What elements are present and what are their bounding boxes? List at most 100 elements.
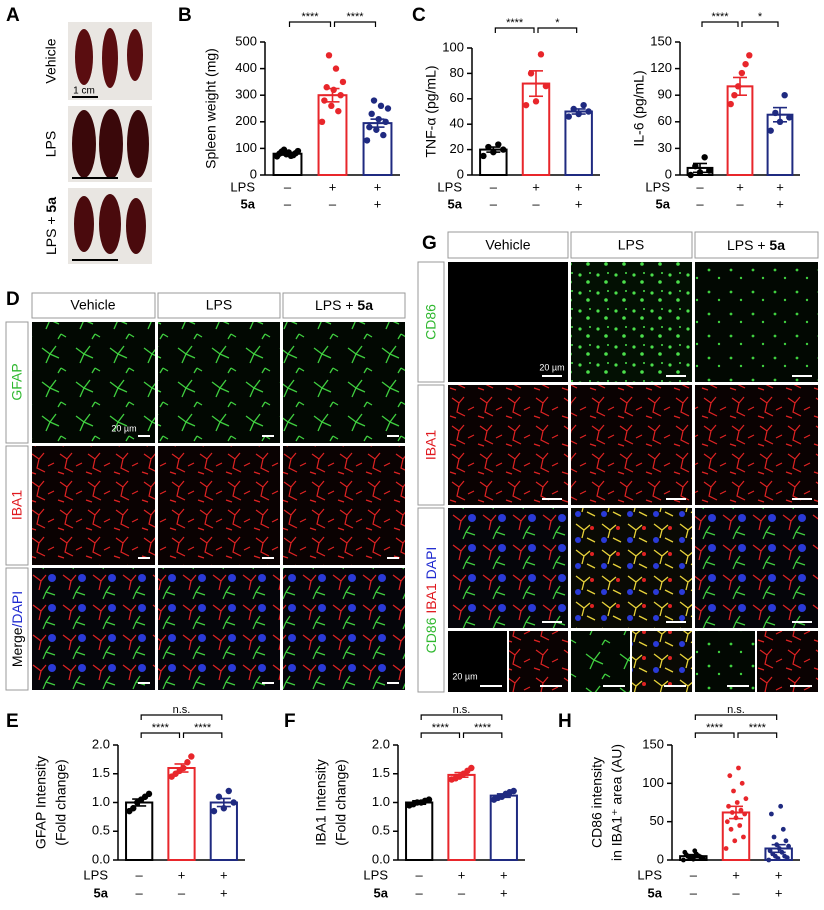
data-point (733, 815, 739, 821)
data-point (772, 109, 779, 117)
bar (447, 773, 476, 862)
data-point (734, 800, 740, 805)
data-point (768, 811, 774, 817)
data-point (375, 115, 382, 123)
significance-label: **** (301, 11, 319, 23)
label-part: IBA1 (423, 583, 439, 614)
data-point (742, 60, 749, 68)
label-part: LPS + (727, 237, 769, 253)
x-row-label: 5a (241, 196, 256, 211)
significance-label: **** (432, 722, 450, 734)
y-tick-label: 200 (235, 113, 257, 128)
data-point (687, 171, 694, 179)
data-point (778, 803, 784, 809)
data-point (377, 102, 385, 110)
data-point (321, 97, 328, 104)
x-row-mark: – (696, 179, 704, 194)
scale-label: 20 µm (111, 423, 136, 433)
bar (564, 110, 593, 176)
data-point (210, 807, 218, 815)
data-point (734, 83, 742, 90)
y-tick-label: 300 (235, 87, 257, 102)
data-point (318, 118, 326, 126)
x-row-mark: + (178, 867, 186, 882)
label-part: DAPI (423, 547, 439, 580)
y-tick-label: 400 (235, 60, 257, 75)
x-row-mark: – (136, 885, 144, 900)
panel-label: G (422, 233, 437, 254)
data-point (425, 796, 433, 803)
y-tick-label: 90 (658, 87, 672, 102)
y-axis-label: in IBA1⁺ area (AU) (609, 744, 625, 861)
x-row-label: 5a (448, 196, 463, 211)
scale-label: 1 cm (73, 86, 95, 97)
x-row-mark: – (178, 885, 186, 900)
data-point (145, 790, 153, 798)
y-tick-label: 1.0 (92, 794, 110, 809)
x-row-mark: + (736, 179, 744, 194)
significance-label: **** (711, 11, 729, 23)
y-tick-label: 0 (657, 851, 664, 866)
row-label: LPS (43, 131, 59, 157)
data-point (706, 167, 713, 174)
row-label: IBA1 (423, 430, 439, 461)
y-tick-label: 80 (450, 65, 464, 80)
panel-d (5, 292, 406, 691)
data-point (771, 834, 777, 840)
data-point (532, 98, 540, 105)
y-tick-label: 500 (235, 33, 257, 48)
panel-label: H (558, 711, 572, 732)
x-row-mark: – (732, 885, 740, 900)
data-point (330, 86, 337, 94)
column-header: Vehicle (485, 237, 530, 253)
y-tick-label: 2.0 (372, 736, 390, 751)
significance-bracket (140, 714, 223, 720)
y-tick-label: 0 (665, 166, 672, 181)
data-point (339, 78, 347, 86)
y-tick-label: 0.0 (92, 851, 110, 866)
x-row-mark: – (136, 867, 144, 882)
data-point (776, 118, 784, 126)
panel-label: F (284, 711, 296, 732)
y-axis-label: GFAP Intensity (33, 756, 49, 849)
significance-bracket (420, 714, 503, 720)
data-point (731, 92, 738, 99)
significance-bracket (182, 732, 223, 738)
data-point (280, 146, 288, 153)
significance-bracket (462, 732, 503, 738)
significance-bracket (737, 732, 778, 738)
significance-label: n.s. (453, 704, 471, 716)
panel-label: A (6, 5, 20, 26)
label-part: Merge (9, 627, 25, 667)
data-point (575, 110, 582, 118)
x-row-label: 5a (94, 885, 109, 900)
data-point (220, 805, 228, 812)
bar (489, 794, 518, 861)
y-axis-label: IL-6 (pg/mL) (631, 70, 647, 146)
data-point (366, 123, 373, 131)
y-tick-label: 50 (650, 813, 664, 828)
x-row-mark: + (775, 885, 783, 900)
row-label: IBA1 (9, 490, 25, 521)
data-point (681, 857, 686, 863)
bar (521, 82, 551, 176)
data-point (580, 101, 587, 109)
data-point (701, 154, 708, 161)
data-point (728, 826, 734, 832)
y-tick-label: 2.0 (92, 736, 110, 751)
y-tick-label: 60 (450, 90, 464, 105)
panel-label: E (6, 711, 19, 732)
significance-label: **** (706, 722, 724, 734)
data-point (382, 118, 389, 126)
label-part: /DAPI (9, 591, 25, 628)
data-point (225, 787, 232, 795)
label-part: CD86 (423, 617, 439, 653)
x-row-label: LPS (363, 867, 388, 882)
y-tick-label: 150 (650, 33, 672, 48)
column-header: Vehicle (70, 297, 115, 313)
y-tick-label: 0 (457, 166, 464, 181)
data-point (287, 152, 295, 160)
x-row-mark: + (374, 179, 382, 194)
data-point (780, 826, 786, 832)
bar (405, 801, 434, 861)
